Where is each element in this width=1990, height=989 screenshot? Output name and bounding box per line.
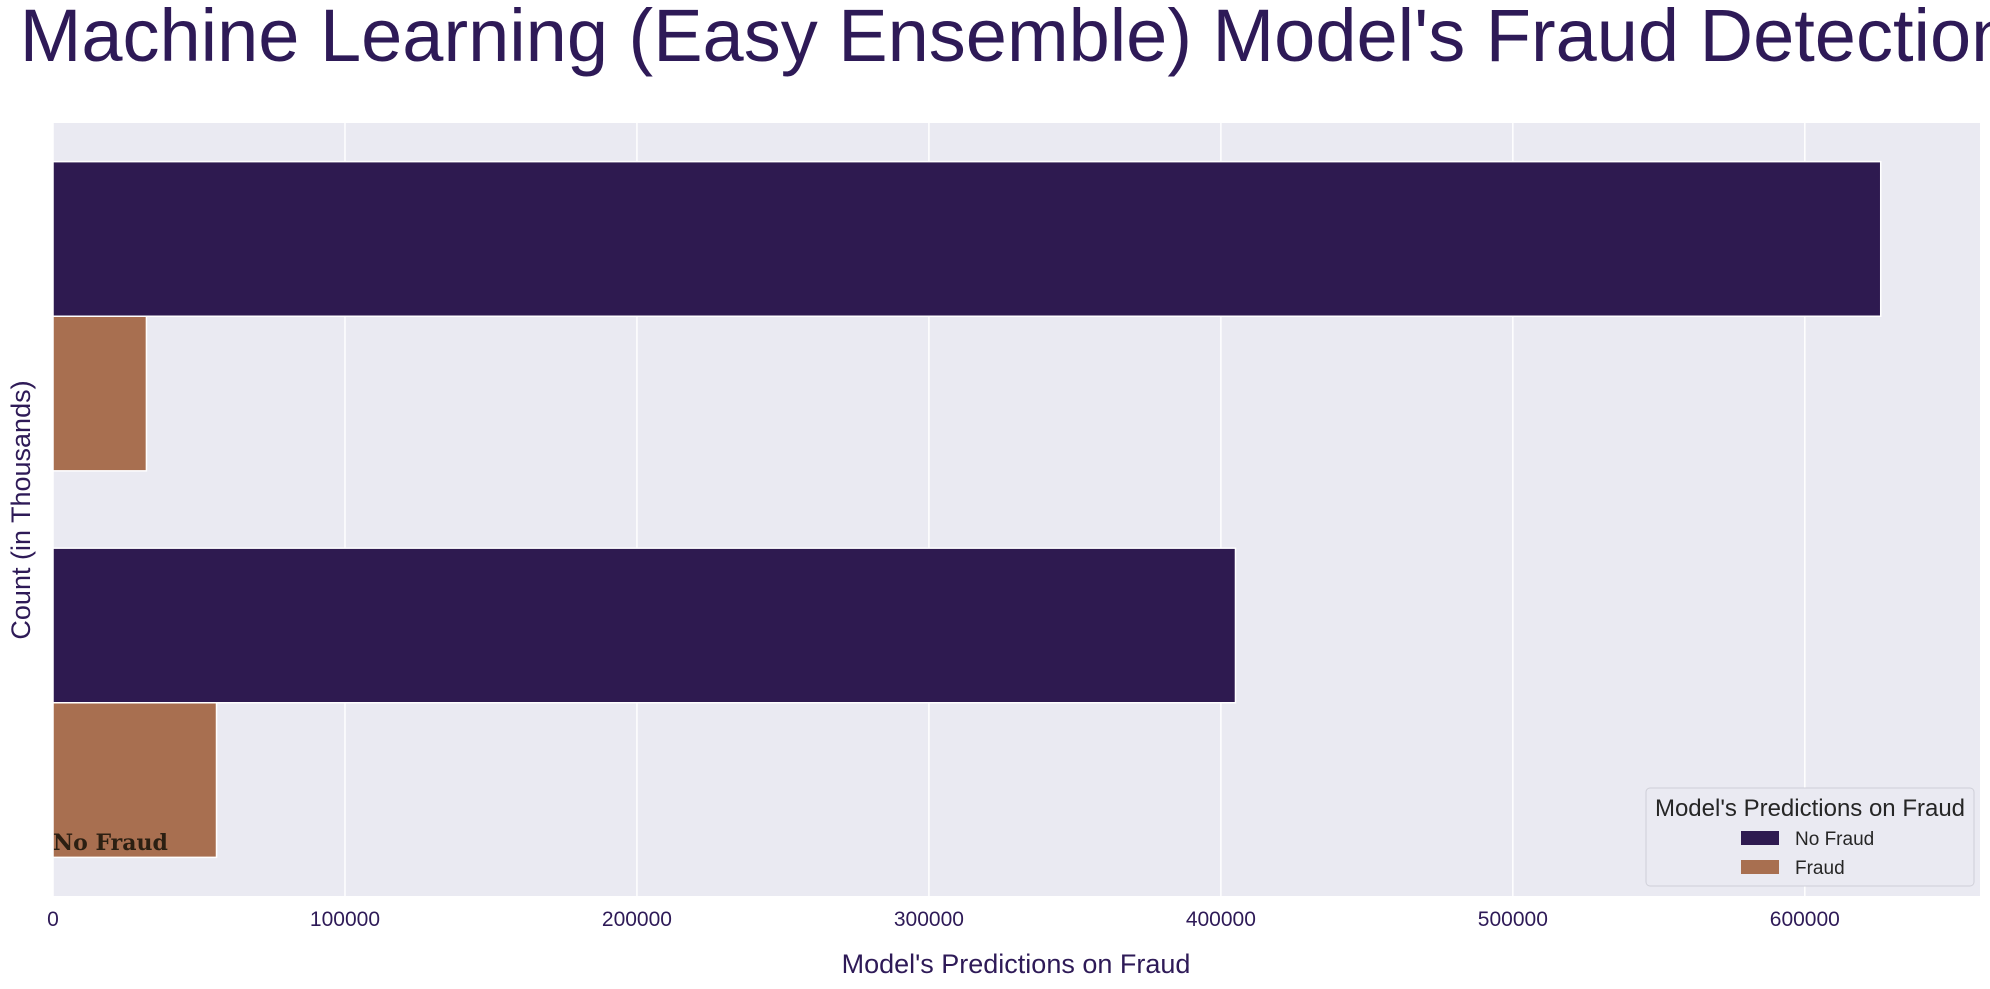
legend-swatch-fraud: [1741, 860, 1779, 874]
legend-label-no-fraud: No Fraud: [1795, 829, 1874, 850]
bar-no-fraud-group-2: [52, 547, 1237, 704]
x-tick-label: 0: [47, 908, 59, 931]
bar-fraud-group-2: [52, 702, 218, 859]
bars: [52, 160, 1882, 859]
legend-frame: [1645, 787, 1975, 887]
bar-fraud-group-1: [52, 315, 148, 472]
x-tick-label: 100000: [310, 908, 380, 931]
x-tick-labels: 0 100000 200000 300000 400000 500000 600000: [47, 908, 1840, 931]
x-tick-label: 300000: [894, 908, 964, 931]
x-tick-label: 200000: [602, 908, 672, 931]
legend-swatch-no-fraud: [1741, 831, 1779, 845]
x-tick-label: 600000: [1770, 908, 1840, 931]
x-axis-label: Model's Predictions on Fraud: [842, 949, 1191, 979]
legend: Model's Predictions on Fraud No Fraud Fr…: [1645, 787, 1975, 887]
x-tick-label: 400000: [1186, 908, 1256, 931]
bar-no-fraud-group-1: [52, 160, 1882, 317]
legend-title: Model's Predictions on Fraud: [1655, 795, 1965, 822]
chart-title: Machine Learning (Easy Ensemble) Model's…: [20, 0, 1990, 77]
legend-label-fraud: Fraud: [1795, 858, 1845, 879]
bar-annotation: No Fraud: [53, 830, 168, 856]
x-tick-label: 500000: [1478, 908, 1548, 931]
y-axis-label: Count (in Thousands): [6, 380, 36, 639]
